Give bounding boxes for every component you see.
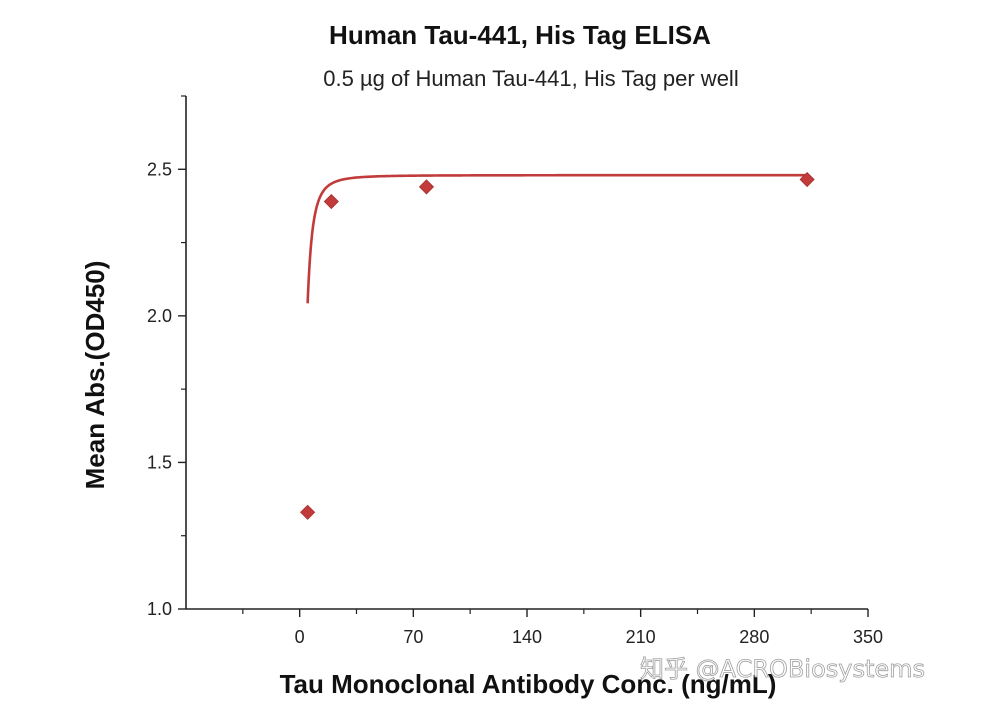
chart-subtitle: 0.5 µg of Human Tau-441, His Tag per wel…: [323, 66, 738, 91]
y-tick-label: 2.5: [147, 159, 172, 179]
data-points: [300, 171, 815, 520]
y-axis-label: Mean Abs.(OD450): [80, 261, 110, 490]
y-tick-label: 1.5: [147, 452, 172, 472]
x-tick-label: 70: [403, 627, 423, 647]
fit-curve-group: [306, 173, 808, 304]
x-tick-label: 0: [295, 627, 305, 647]
data-point: [418, 179, 435, 195]
x-axis-label: Tau Monoclonal Antibody Conc. (ng/mL): [280, 669, 777, 699]
data-point: [323, 193, 339, 210]
fit-curve: [306, 173, 808, 304]
x-tick-label: 140: [512, 627, 542, 647]
data-point: [300, 504, 316, 520]
x-tick-label: 210: [626, 627, 656, 647]
chart-title: Human Tau-441, His Tag ELISA: [329, 20, 711, 50]
y-tick-label: 2.0: [147, 306, 172, 326]
x-tick-label: 280: [739, 627, 769, 647]
watermark: 知乎 @ACROBiosystems: [640, 655, 925, 683]
data-point: [799, 171, 815, 188]
x-tick-label: 350: [853, 627, 883, 647]
axes: 1.0 1.5 2.0 2.5 0 70 140 210 280 350: [147, 95, 883, 647]
y-tick-label: 1.0: [147, 599, 172, 619]
